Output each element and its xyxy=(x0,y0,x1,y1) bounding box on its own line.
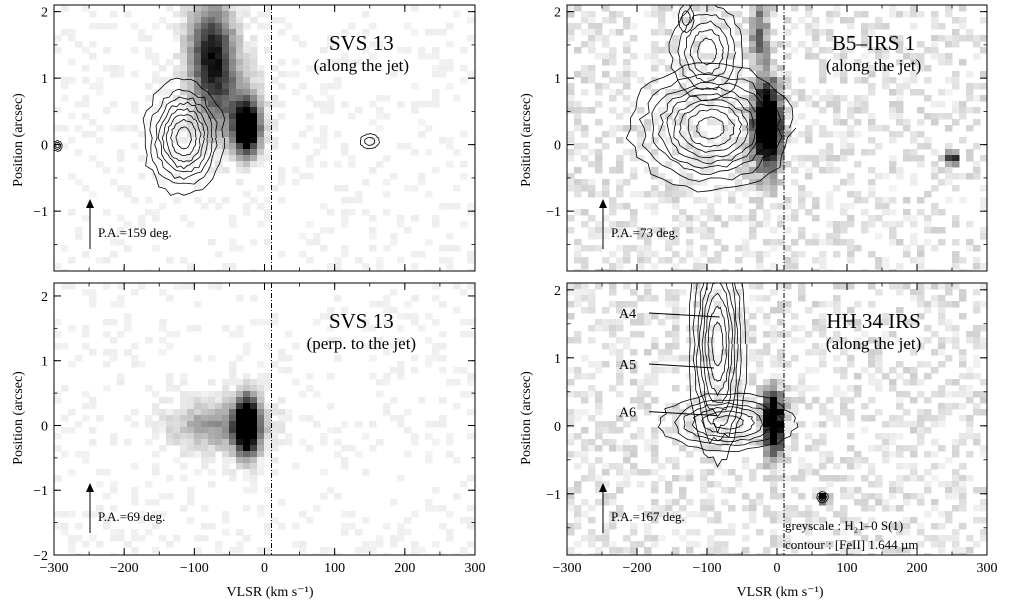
x-tick-label: 0 xyxy=(261,561,268,576)
y-tick-label: 1 xyxy=(554,352,561,367)
panel-title: SVS 13 xyxy=(329,31,394,55)
y-axis-title-top-left: Position (arcsec) xyxy=(11,93,26,187)
x-axis-title-left: VLSR (km s⁻¹) xyxy=(226,585,313,600)
y-tick-label: 2 xyxy=(41,6,48,21)
panel-title: HH 34 IRS xyxy=(826,309,921,333)
x-tick-label: −200 xyxy=(110,561,139,576)
y-tick-label: 0 xyxy=(41,139,48,154)
x-tick-label: 300 xyxy=(977,561,998,576)
pa-label: P.A.=69 deg. xyxy=(98,509,165,524)
contour-lines xyxy=(657,283,829,504)
greyscale-image xyxy=(567,5,987,271)
x-tick-label: −100 xyxy=(693,561,722,576)
x-tick-label: −100 xyxy=(180,561,209,576)
panel-top-left: −1 0 1 2 SVS 13(along the jet) P.A.=159 deg. xyxy=(33,4,476,272)
knot-label: A5 xyxy=(619,358,636,373)
y-tick-label: 0 xyxy=(41,419,48,434)
y-tick-label: 0 xyxy=(554,420,561,435)
x-tick-label: −300 xyxy=(553,561,582,576)
pa-label: P.A.=167 deg. xyxy=(611,509,685,524)
y-tick-label: −1 xyxy=(33,205,48,220)
x-axis-title-right: VLSR (km s⁻¹) xyxy=(736,585,823,600)
y-axis-title-bottom-right: Position (arcsec) xyxy=(519,371,534,465)
x-tick-label: −300 xyxy=(40,561,69,576)
panel-subtitle: (along the jet) xyxy=(826,334,921,353)
y-tick-label: 1 xyxy=(41,355,48,370)
y-tick-label: −2 xyxy=(33,549,48,564)
pa-label: P.A.=159 deg. xyxy=(98,225,172,240)
panel-subtitle: (along the jet) xyxy=(826,56,921,75)
x-tick-label: 200 xyxy=(394,561,415,576)
y-tick-label: 0 xyxy=(554,139,561,154)
panel-top-right: −1 0 1 2 B5–IRS 1(along the jet) P.A.=73 deg. xyxy=(546,4,988,272)
y-tick-label: 1 xyxy=(41,72,48,87)
x-tick-label: 100 xyxy=(324,561,345,576)
y-tick-label: 2 xyxy=(41,290,48,305)
contour-lines xyxy=(54,77,380,196)
y-tick-label: 1 xyxy=(554,72,561,87)
y-tick-label: −1 xyxy=(33,484,48,499)
x-tick-label: −200 xyxy=(623,561,652,576)
panel-bottom-left: −300 −200 −100 0 100 200 300 −2 −1 0 1 2 SVS 13(perp… xyxy=(33,282,486,576)
contour-lines xyxy=(625,5,797,193)
panel-title: B5–IRS 1 xyxy=(832,31,915,55)
y-tick-label: −1 xyxy=(546,205,561,220)
panel-subtitle: (along the jet) xyxy=(314,56,409,75)
x-tick-label: 100 xyxy=(837,561,858,576)
x-tick-label: 300 xyxy=(465,561,486,576)
y-tick-label: −1 xyxy=(546,488,561,503)
knot-label: A4 xyxy=(619,307,636,322)
legend-contour: contour : [FeII] 1.644 µm xyxy=(785,537,919,552)
x-tick-label: 200 xyxy=(907,561,928,576)
y-axis-title-top-right: Position (arcsec) xyxy=(519,93,534,187)
panel-subtitle: (perp. to the jet) xyxy=(307,334,417,353)
knot-label: A6 xyxy=(619,406,636,421)
y-tick-label: 2 xyxy=(554,284,561,299)
greyscale-image xyxy=(54,5,475,271)
y-axis-title-bottom-left: Position (arcsec) xyxy=(11,371,26,465)
greyscale-image xyxy=(54,283,475,555)
panel-title: SVS 13 xyxy=(329,309,394,333)
legend-greyscale: greyscale : H₂1–0 S(1) xyxy=(785,518,903,533)
pa-label: P.A.=73 deg. xyxy=(611,225,678,240)
y-tick-label: 2 xyxy=(554,6,561,21)
x-tick-label: 0 xyxy=(774,561,781,576)
panel-bottom-right: −300 −200 −100 0 100 200 300 −1 0 1 2 HH 34 IRS(alo… xyxy=(546,282,998,576)
